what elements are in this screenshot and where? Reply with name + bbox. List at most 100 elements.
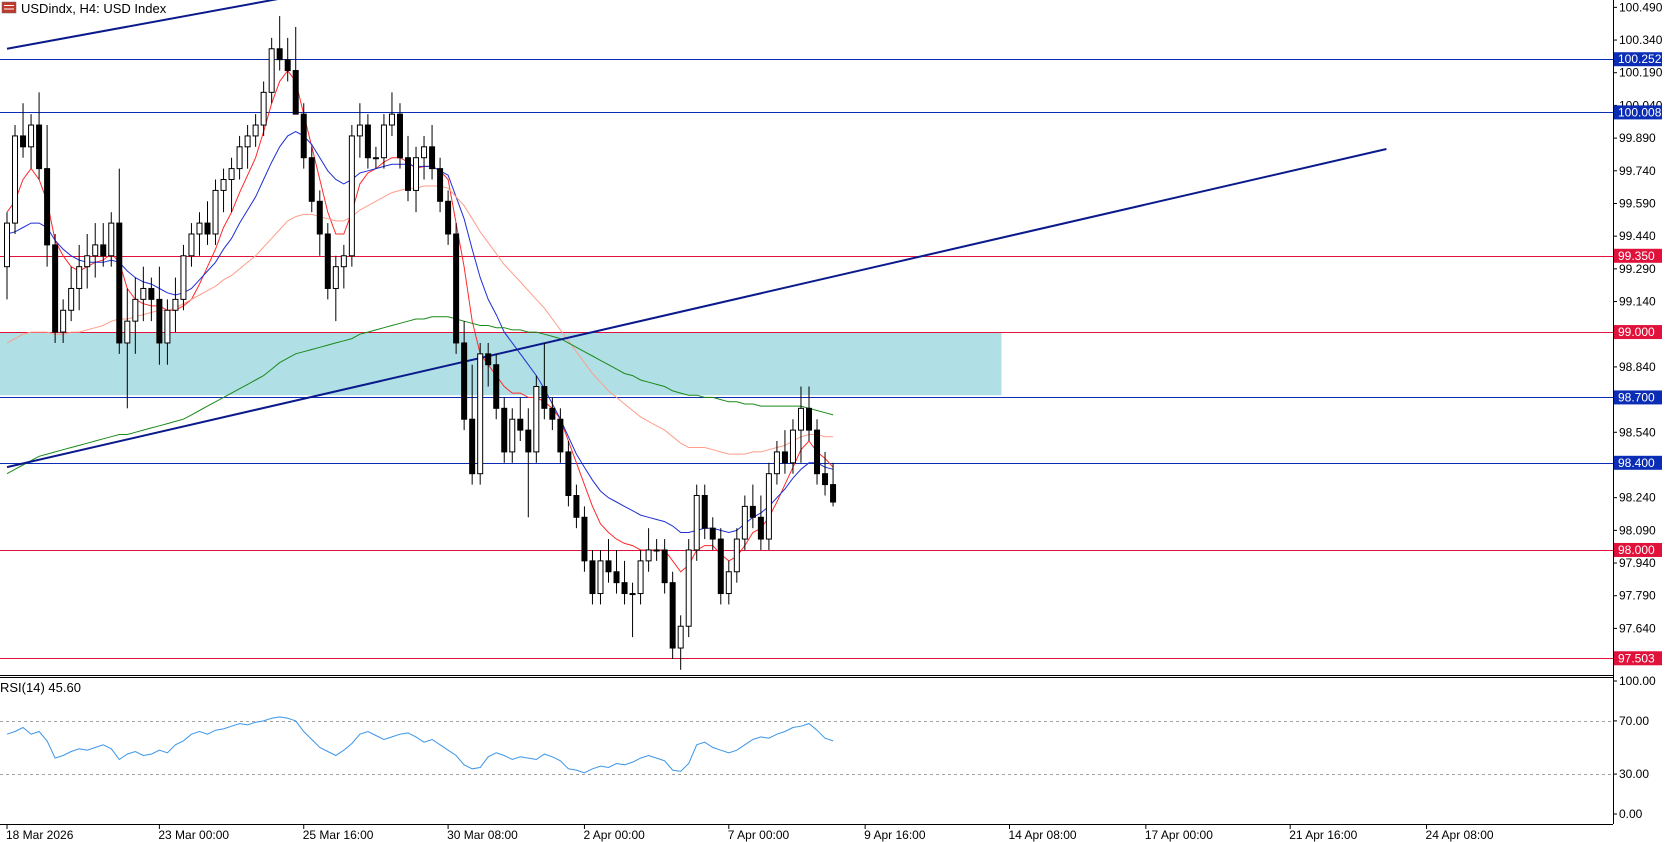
candle-body-bull [12, 135, 19, 224]
candle-body-bear [437, 168, 444, 202]
candle [525, 408, 532, 518]
candle [830, 462, 837, 507]
candle [749, 484, 756, 529]
candle [92, 223, 99, 278]
candle [116, 168, 123, 354]
candle-body-bull [765, 473, 772, 540]
candle-body-bull [413, 157, 420, 191]
candle [613, 549, 620, 594]
candle-body-bull [421, 146, 428, 159]
candle [557, 408, 564, 463]
rsi-axis[interactable]: 100.00 70.00 30.00 0.00 [1613, 674, 1656, 821]
price-tick-label: 97.640 [1619, 621, 1656, 635]
candle-body-bull [196, 222, 203, 235]
candle-body-bull [380, 124, 387, 159]
rsi-tick-label: 70.00 [1619, 714, 1649, 728]
rsi-pane[interactable] [0, 716, 1613, 775]
price-tick-label: 100.190 [1619, 66, 1663, 80]
candle-body-bear [204, 222, 211, 235]
candle [685, 539, 692, 638]
candle-body-bear [308, 157, 315, 202]
time-tick-label: 18 Mar 2026 [6, 828, 74, 842]
candle [429, 125, 436, 180]
time-tick-label: 23 Mar 00:00 [158, 828, 229, 842]
candle [100, 223, 107, 267]
trendline[interactable] [6, 148, 1387, 469]
candle [597, 549, 604, 605]
candle-body-bear [669, 582, 676, 649]
candle-body-bear [661, 549, 668, 584]
candle [52, 233, 59, 343]
candle-body-bear [52, 244, 59, 333]
candle [380, 114, 387, 169]
candle-body-bear [573, 494, 580, 518]
candle [356, 103, 363, 158]
time-tick-label: 30 Mar 08:00 [447, 828, 518, 842]
candle-body-bull [733, 538, 740, 573]
time-tick-label: 7 Apr 00:00 [728, 828, 790, 842]
price-axis[interactable]: 100.490100.340100.190100.04099.89099.740… [1613, 0, 1663, 668]
main-price-pane[interactable] [0, 0, 1613, 670]
candle [445, 190, 452, 245]
price-tick-label: 100.340 [1619, 33, 1663, 47]
candle-body-bull [533, 386, 540, 453]
candle [396, 103, 403, 169]
moving-average-ema_long [6, 316, 834, 475]
candle-body-bear [148, 287, 155, 300]
candle-body-bull [28, 124, 35, 148]
candle-body-bear [701, 494, 708, 529]
candle-body-bull [260, 91, 267, 126]
candle [132, 277, 139, 354]
candle [421, 135, 428, 180]
candle-body-bull [124, 320, 131, 344]
candle-body-bull [60, 309, 67, 333]
candle-body-bear [541, 386, 548, 409]
candle-body-bear [396, 113, 403, 159]
candle [669, 571, 676, 659]
candle [693, 484, 700, 561]
candle [677, 615, 684, 670]
candle [196, 212, 203, 256]
candle [172, 277, 179, 333]
rsi-line [6, 716, 834, 774]
candle-body-bear [501, 407, 508, 453]
price-tick-label: 99.890 [1619, 131, 1656, 145]
candle [549, 397, 556, 431]
candle [44, 125, 51, 267]
candle [413, 146, 420, 213]
resistance-zone [0, 332, 1002, 396]
candle-body-bull [637, 560, 644, 595]
candle [332, 255, 339, 322]
candle-body-bear [749, 505, 756, 518]
candle-body-bull [348, 135, 355, 257]
candle-body-bull [693, 494, 700, 551]
candle-body-bull [773, 451, 780, 475]
candle [268, 37, 275, 104]
candle [822, 451, 829, 496]
candle [773, 441, 780, 485]
candle-body-bear [605, 560, 612, 573]
candle [300, 103, 307, 169]
rsi-title: RSI(14) 45.60 [0, 680, 81, 695]
level-price-tag-text: 100.252 [1618, 52, 1662, 66]
trendline[interactable] [6, 0, 304, 50]
candle-body-bear [581, 516, 588, 562]
candle-body-bear [717, 538, 724, 595]
candle [629, 582, 636, 638]
candle-body-bull [252, 124, 259, 137]
candle [156, 266, 163, 365]
candle-body-bear [36, 124, 43, 170]
candle [20, 103, 27, 158]
candle [757, 495, 764, 550]
level-price-tag [1614, 390, 1662, 405]
price-tick-label: 98.540 [1619, 425, 1656, 439]
candle [316, 190, 323, 256]
candle [477, 342, 484, 485]
time-axis[interactable]: 18 Mar 2026 23 Mar 00:00 25 Mar 16:00 30 Ma… [6, 824, 1494, 842]
candle [212, 179, 219, 245]
candle-body-bull [244, 135, 251, 148]
candle-body-bull [677, 625, 684, 649]
candle-body-bull [220, 179, 227, 191]
